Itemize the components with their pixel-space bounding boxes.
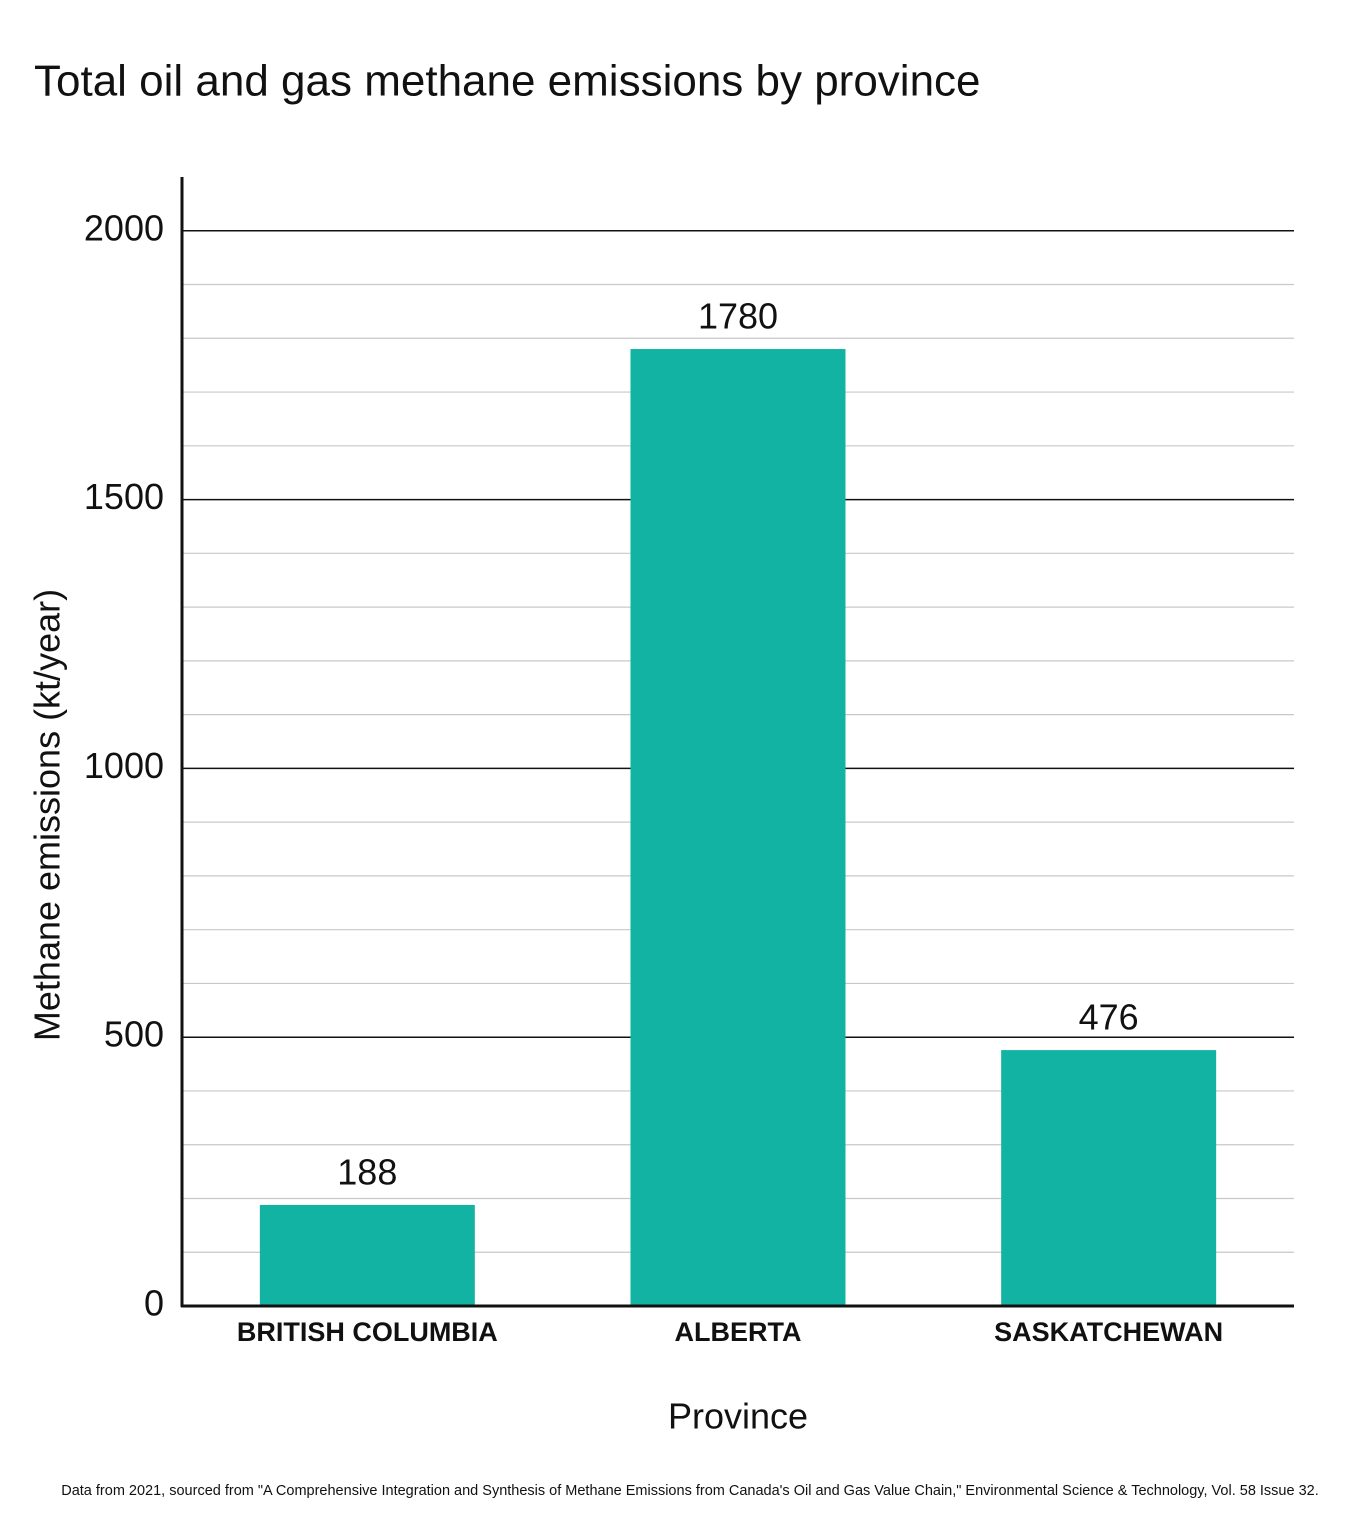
y-tick-label: 0 (144, 1283, 164, 1324)
y-tick-label: 1500 (84, 476, 164, 517)
value-label: 188 (337, 1151, 397, 1192)
y-tick-label: 1000 (84, 745, 164, 786)
bar (1001, 1050, 1217, 1306)
y-tick-label: 500 (104, 1014, 164, 1055)
value-label: 1780 (698, 296, 778, 337)
y-tick-label: 2000 (84, 207, 164, 248)
x-axis-title: Province (668, 1396, 808, 1437)
x-tick-label: ALBERTA (675, 1317, 802, 1347)
bar (259, 1204, 475, 1306)
x-tick-label: BRITISH COLUMBIA (237, 1317, 498, 1347)
source-note: Data from 2021, sourced from "A Comprehe… (61, 1483, 1319, 1499)
chart-title: Total oil and gas methane emissions by p… (34, 57, 981, 106)
bar (630, 349, 846, 1306)
value-label: 476 (1079, 997, 1139, 1038)
y-axis-title: Methane emissions (kt/year) (27, 589, 68, 1041)
x-tick-label: SASKATCHEWAN (994, 1317, 1223, 1347)
